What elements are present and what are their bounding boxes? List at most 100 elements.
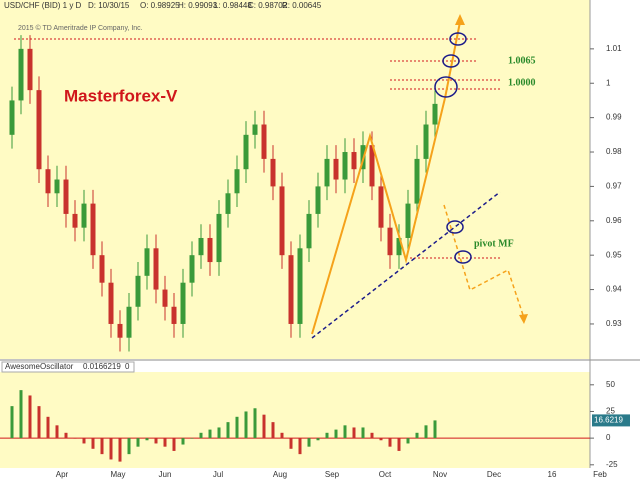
candle-body xyxy=(243,134,249,170)
candle-body xyxy=(81,203,87,228)
candle-body xyxy=(423,124,429,159)
candle-body xyxy=(153,248,159,290)
y-tick-label: 0.94 xyxy=(606,285,622,294)
x-tick-label: Nov xyxy=(433,470,447,479)
osc-bar xyxy=(343,425,347,439)
osc-y-tick-label: 25 xyxy=(606,407,615,416)
osc-bar xyxy=(190,438,194,439)
osc-bar xyxy=(244,411,248,439)
osc-bar xyxy=(388,438,392,447)
header-field: H: 0.99093 xyxy=(178,1,218,10)
candle-body xyxy=(63,179,69,214)
osc-bar xyxy=(109,438,113,460)
candle-body xyxy=(351,152,357,170)
header: USD/CHF (BID) 1 y D D: 10/30/15 O: 0.98925… xyxy=(4,1,322,10)
header-field: USD/CHF (BID) 1 y D xyxy=(4,1,82,10)
arrow-head xyxy=(519,314,528,324)
trend-line xyxy=(311,191,501,339)
osc-bar xyxy=(406,438,410,444)
candle-body xyxy=(288,255,294,324)
y-tick-label: 1.01 xyxy=(606,44,622,53)
x-tick-label: Feb xyxy=(593,470,607,479)
osc-bar xyxy=(100,438,104,455)
oscillator-layer: -25 0 25 50 16.6219 Apr May Jun Jul Aug Sep Oct Nov D… xyxy=(0,380,630,479)
candle-body xyxy=(216,213,222,263)
drawings xyxy=(14,14,528,339)
y-tick-label: 0.93 xyxy=(606,319,622,328)
osc-bar xyxy=(199,432,203,439)
osc-bar xyxy=(433,420,437,439)
marker-circle xyxy=(442,54,460,68)
y-tick-label: 0.96 xyxy=(606,216,622,225)
osc-bar xyxy=(163,438,167,447)
candle-body xyxy=(72,213,78,228)
osc-y-tick-label: 50 xyxy=(606,380,615,389)
header-field: L: 0.98448 xyxy=(214,1,252,10)
osc-bar xyxy=(271,422,275,439)
v-wave xyxy=(311,97,446,335)
level-label: pivot MF xyxy=(474,238,514,249)
arrow-head xyxy=(455,14,465,25)
x-tick-label: Sep xyxy=(325,470,340,479)
osc-bar xyxy=(82,438,86,444)
osc-y-tick-label: -25 xyxy=(606,460,618,469)
osc-bar xyxy=(118,438,122,462)
osc-bar xyxy=(235,416,239,439)
header-field: C: 0.98702 xyxy=(248,1,288,10)
candle-body xyxy=(108,282,114,324)
marker-circle xyxy=(446,220,464,234)
osc-bar xyxy=(289,438,293,449)
x-tick-label: Dec xyxy=(487,470,501,479)
candle-body xyxy=(207,237,213,263)
osc-bar xyxy=(361,427,365,439)
y-tick-label: 0.95 xyxy=(606,250,622,259)
candle-body xyxy=(126,306,132,338)
osc-bar xyxy=(154,438,158,444)
x-tick-label: 16 xyxy=(548,470,557,479)
osc-bar xyxy=(415,432,419,439)
osc-bar xyxy=(172,438,176,451)
candle-body xyxy=(369,145,375,187)
level-label: 1.0065 xyxy=(508,55,536,66)
osc-bar xyxy=(226,422,230,439)
candle-body xyxy=(135,275,141,307)
candle-body xyxy=(144,248,150,276)
candle-body xyxy=(405,203,411,238)
candle-body xyxy=(9,100,15,135)
x-tick-label: Aug xyxy=(273,470,287,479)
candle-body xyxy=(333,158,339,180)
y-tick-label: 0.99 xyxy=(606,113,622,122)
candle-body xyxy=(324,158,330,187)
x-tick-label: Jun xyxy=(159,470,172,479)
candle-body xyxy=(261,124,267,159)
candle-body xyxy=(225,193,231,214)
candle-body xyxy=(162,289,168,307)
header-field: O: 0.98925 xyxy=(140,1,180,10)
osc-bar xyxy=(316,438,320,441)
y-tick-label: 0.97 xyxy=(606,182,622,191)
oscillator-name: AwesomeOscillator xyxy=(5,362,74,371)
candle-body xyxy=(279,186,285,256)
level-label: 1.0000 xyxy=(508,77,536,88)
osc-bar xyxy=(370,432,374,439)
candle-body xyxy=(414,158,420,204)
marker-circle xyxy=(454,250,472,264)
osc-bar xyxy=(10,406,14,439)
oscillator-value: 0 xyxy=(125,362,130,371)
oscillator-value: 0.0166219 xyxy=(83,362,121,371)
candle-body xyxy=(306,213,312,249)
candle-body xyxy=(27,48,33,91)
osc-bar xyxy=(262,414,266,439)
osc-bar xyxy=(136,438,140,447)
osc-bar xyxy=(379,438,383,441)
osc-bar xyxy=(181,438,185,445)
last-value-box xyxy=(592,414,630,427)
osc-bar xyxy=(253,408,257,439)
copyright: 2015 © TD Ameritrade IP Company, Inc. xyxy=(18,24,143,32)
candle-body xyxy=(270,158,276,187)
osc-bar xyxy=(91,438,95,449)
oscillator-pane xyxy=(0,372,590,468)
price-layer: 0.93 0.94 0.95 0.96 0.97 0.98 0.99 1 1.01 xyxy=(9,35,622,352)
candle-body xyxy=(45,169,51,194)
